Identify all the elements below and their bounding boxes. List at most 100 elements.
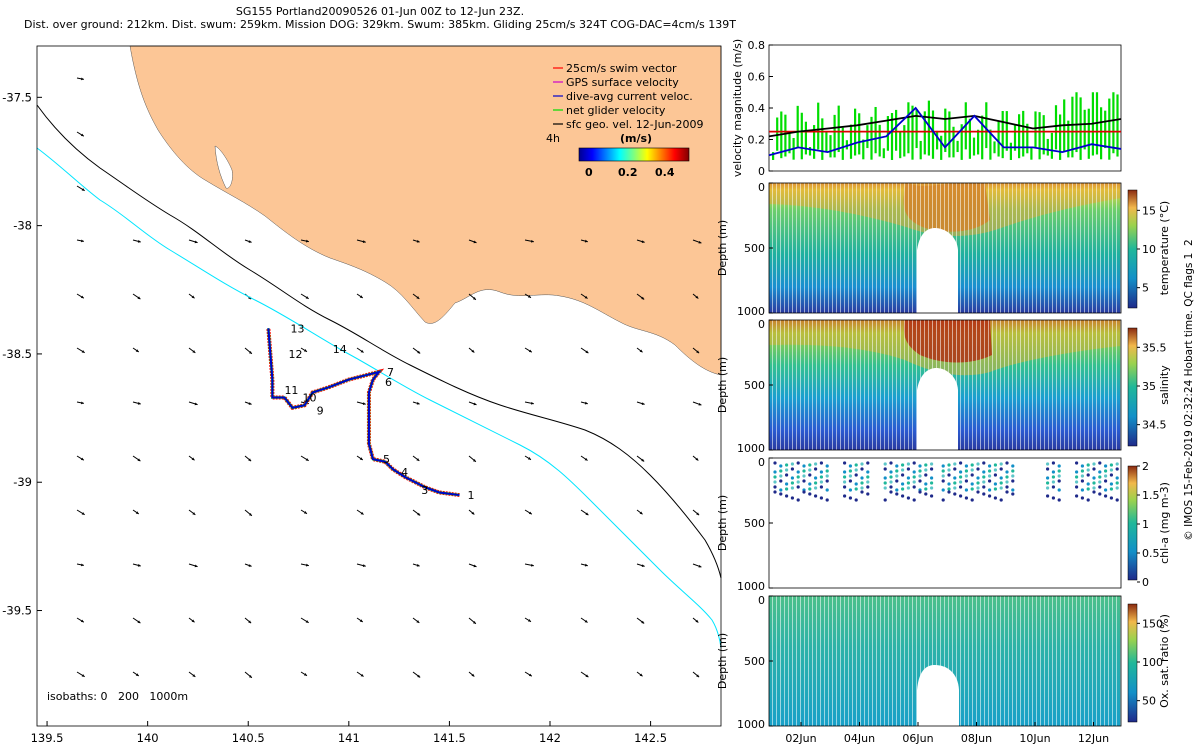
net-velocity-bar [870,116,873,160]
chl-point [941,474,945,478]
current-arrowhead [248,513,252,516]
chl-point [796,480,800,484]
net-velocity-bar [845,140,848,150]
chl-point [1092,481,1096,485]
chl-point [982,480,986,484]
current-arrowhead [192,674,196,677]
chl-point [988,494,992,498]
current-arrowhead [585,674,589,678]
chl-point [964,479,969,483]
chl-point [912,498,916,502]
current-arrowhead [695,619,699,623]
net-velocity-bar [1116,94,1119,157]
chl-point [866,485,870,489]
colorbar-label: temperature (°C) [1158,201,1171,295]
current-arrowhead [80,563,84,567]
current-arrowhead [584,457,588,461]
chl-point [895,464,899,468]
oxygen-colorbar [1127,603,1138,723]
chl-point [970,468,974,472]
net-velocity-bar [837,105,840,153]
current-arrowhead [473,564,477,568]
chl-point [1057,469,1061,473]
current-arrowhead [641,564,645,567]
chl-point [901,468,905,472]
velocity-y-tick-label: 0.2 [748,134,766,147]
depth-ylabel: Depth (m) [716,495,729,551]
current-arrowhead [584,401,588,405]
chl-point [1051,470,1055,474]
chl-point [1104,469,1108,473]
net-velocity-bar [919,140,922,160]
chl-point [964,469,969,473]
isobath-lines [36,104,722,649]
temperature-panel [768,182,1138,314]
current-arrowhead [639,349,643,353]
current-arrowhead [698,240,702,244]
colorbar-tick-label: 10 [1142,243,1156,256]
chl-point [1104,464,1108,468]
chl-point [843,470,847,474]
legend-gps: GPS surface velocity [566,76,679,89]
current-arrowhead [360,673,364,677]
track-label: 14 [333,343,347,356]
chl-point [825,479,829,483]
chl-point [1011,479,1015,483]
speed-cbar-tick-0: 0 [585,166,593,179]
net-velocity-bar [944,108,947,153]
chl-point [848,469,853,473]
speed-cbar-tick-1: 0.2 [618,166,638,179]
chl-point [1115,486,1119,490]
net-velocity-bar [1054,105,1058,150]
chl-point [808,487,812,491]
chl-point [953,481,957,485]
colorbar-label: Ox. sat. ratio (%) [1158,614,1171,708]
current-arrowhead [303,349,307,352]
net-velocity-bar [903,125,906,157]
chl-point [1005,485,1009,489]
current-arrowhead [80,133,84,137]
chl-point [976,467,980,471]
chl-point [854,463,858,467]
chl-point [843,475,847,479]
current-arrowhead [192,512,196,515]
chl-point [883,481,887,485]
chl-point [814,467,818,471]
chl-point [895,479,899,483]
chl-point [1075,480,1079,484]
chl-point [964,474,969,478]
chl-point [796,461,800,465]
chl-point [802,469,806,473]
chl-point [854,473,858,477]
chl-point [1005,461,1009,465]
chl-point [959,461,963,465]
chl-point [976,476,980,480]
current-arrowhead [135,349,139,352]
chl-point [825,464,829,468]
chl-point [988,464,992,468]
current-arrowhead [528,673,532,677]
net-velocity-bar [1026,123,1029,154]
chl-point [1005,470,1009,474]
salinity-panel [768,319,1138,451]
chl-point [1109,496,1113,500]
chl-point [848,488,853,492]
chl-point [953,486,957,490]
net-velocity-bar [1083,109,1086,150]
velocity-ylabel: velocity magnitude (m/s) [731,39,744,177]
chl-point [883,476,887,480]
chl-point [970,487,974,491]
current-arrowhead [362,564,366,567]
chl-point [993,463,998,467]
net-velocity-bar [1100,107,1103,160]
chl-point [1098,480,1102,484]
current-arrowhead [527,457,531,460]
chl-point [988,469,992,473]
net-velocity-bar [829,135,832,158]
chl-point [1092,476,1096,480]
chl-point [1080,474,1084,478]
colorbar-tick-label: 35 [1142,380,1156,393]
chl-point [1011,488,1015,492]
chl-point [959,470,963,474]
colorbar-tick-label: 34.5 [1142,419,1167,432]
